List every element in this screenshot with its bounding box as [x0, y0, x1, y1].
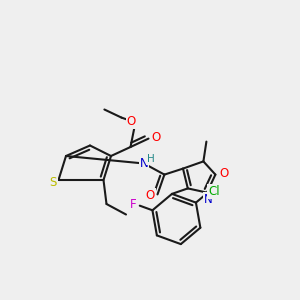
Text: O: O	[127, 115, 136, 128]
Text: Cl: Cl	[208, 185, 220, 198]
Text: H: H	[147, 154, 154, 164]
Text: O: O	[146, 189, 154, 202]
Text: N: N	[204, 193, 213, 206]
Text: S: S	[50, 176, 57, 189]
Text: F: F	[130, 198, 136, 211]
Text: O: O	[219, 167, 228, 180]
Text: O: O	[152, 130, 160, 144]
Text: N: N	[140, 157, 148, 170]
